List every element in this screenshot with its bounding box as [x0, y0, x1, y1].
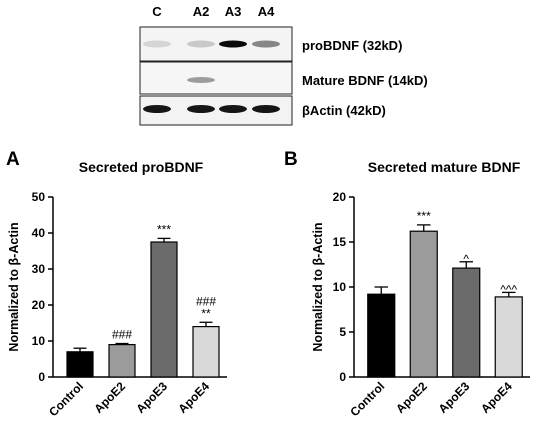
bar — [192, 326, 220, 378]
bar — [150, 241, 178, 378]
panel-letter-a: A — [6, 149, 20, 170]
x-tick-label: Control — [347, 379, 387, 419]
y-tick-label: 20 — [32, 298, 46, 312]
bar — [108, 344, 136, 378]
y-axis-label: Normalized to β-Actin — [311, 222, 325, 351]
blot-band — [143, 105, 171, 113]
y-tick-label: 10 — [32, 334, 46, 348]
y-tick-label: 30 — [32, 262, 46, 276]
significance-label: ### — [112, 328, 132, 342]
bar — [494, 296, 523, 378]
y-tick-label: 10 — [333, 280, 347, 294]
bar — [409, 230, 438, 378]
lane-label: A4 — [258, 4, 275, 19]
bar — [66, 351, 94, 378]
y-axis-label: Normalized to β-Actin — [7, 222, 21, 351]
blot-band — [143, 40, 171, 48]
significance-label: ### — [196, 294, 216, 308]
lane-label: A3 — [225, 4, 242, 19]
significance-label: *** — [157, 222, 171, 236]
y-tick-label: 5 — [339, 325, 346, 339]
blot-band — [187, 40, 215, 48]
blot-band — [219, 40, 247, 48]
blot-panel-mature-bdnf — [139, 61, 293, 95]
blot-band — [252, 105, 280, 113]
significance-label: ^^^ — [500, 282, 517, 296]
y-tick-label: 15 — [333, 235, 347, 249]
significance-label: *** — [417, 209, 431, 223]
chart-title-b: Secreted mature BDNF — [368, 159, 521, 175]
x-tick-label: ApoE2 — [91, 379, 128, 416]
western-blot: C A2 A3 A4 proBDNF (32kD) Mature BDNF (1… — [139, 4, 428, 126]
y-tick-label: 40 — [32, 226, 46, 240]
x-tick-label: ApoE3 — [436, 379, 473, 416]
panel-letter-b: B — [284, 149, 298, 170]
x-tick-label: ApoE4 — [478, 379, 515, 416]
y-tick-label: 0 — [339, 370, 346, 384]
blot-band — [187, 105, 215, 113]
lane-label: C — [152, 4, 162, 19]
chart-title-a: Secreted proBDNF — [79, 159, 204, 175]
x-tick-label: ApoE4 — [175, 379, 212, 416]
blot-band — [252, 40, 280, 48]
blot-label-bactin: βActin (42kD) — [302, 103, 386, 118]
significance-label: ^ — [463, 252, 469, 266]
blot-label-probdnf: proBDNF (32kD) — [302, 38, 402, 53]
significance-label: ** — [201, 306, 211, 320]
y-tick-label: 20 — [333, 190, 347, 204]
x-tick-label: ApoE3 — [133, 379, 170, 416]
x-tick-label: ApoE2 — [393, 379, 430, 416]
blot-label-mature-bdnf: Mature BDNF (14kD) — [302, 73, 428, 88]
y-tick-label: 0 — [38, 370, 45, 384]
x-tick-label: Control — [46, 379, 86, 419]
lane-label: A2 — [193, 4, 210, 19]
y-tick-label: 50 — [32, 190, 46, 204]
bar — [367, 293, 396, 378]
bar — [452, 267, 481, 378]
blot-band — [219, 105, 247, 113]
blot-band — [187, 77, 215, 83]
